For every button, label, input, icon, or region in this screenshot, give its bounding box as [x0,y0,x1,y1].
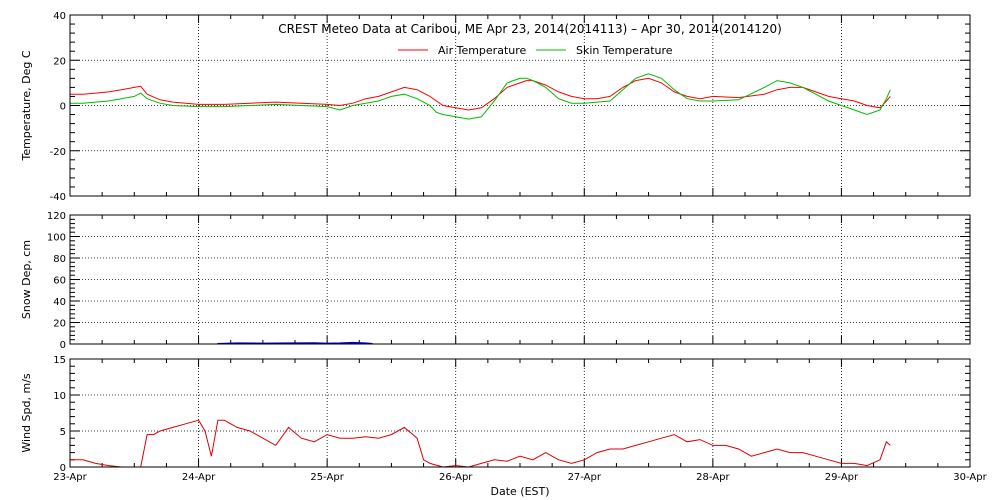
y-axis-title: Temperature, Deg C [20,50,33,161]
y-tick-label: 20 [53,56,66,67]
plot-frame [69,358,971,468]
y-tick-label: 40 [53,11,66,22]
y-tick-label: 15 [53,355,66,366]
y-tick-label: 0 [60,463,66,474]
y-tick-label: 0 [60,340,66,351]
panel-wind-speed: 0 5 10 15 Wind Spd, m/s 23-Apr 24-Apr 25-Apr 26-… [20,355,988,498]
y-tick-label: -40 [50,192,66,203]
series-line-air-temperature [70,77,891,111]
y-tick-label: 60 [53,276,66,287]
y-tick-label: 100 [47,233,66,244]
y-tick-label: 120 [47,211,66,222]
series-line-wind-speed [70,419,891,468]
plot-frame [69,14,971,197]
plot-frame [69,214,971,345]
panel-temperature: -40 -20 0 20 40 Temperature, Deg C CREST Meteo… [20,11,971,203]
legend-entry: Skin Temperature [576,44,673,57]
x-axis-title: Date (EST) [490,485,549,498]
x-tick-label: 24-Apr [182,472,216,483]
x-tick-label: 28-Apr [696,472,730,483]
x-tick-label: 30-Apr [953,472,987,483]
x-tick-label: 26-Apr [439,472,473,483]
series-line-skin-temperature [70,73,891,120]
y-tick-label: -20 [50,147,66,158]
panel-snow-depth: 0 20 40 60 80 100 120 Snow Dep, cm [20,211,971,351]
x-tick-label: 25-Apr [310,472,344,483]
x-tick-label: 29-Apr [825,472,859,483]
x-tick-label: 23-Apr [53,472,87,483]
legend-entry: Air Temperature [438,44,527,57]
y-tick-label: 5 [60,427,66,438]
x-tick-label: 27-Apr [568,472,602,483]
legend: Air Temperature Skin Temperature [398,44,673,57]
y-tick-label: 80 [53,254,66,265]
y-axis-title: Wind Spd, m/s [20,373,33,453]
y-tick-label: 0 [60,102,66,113]
chart-title: CREST Meteo Data at Caribou, ME Apr 23, … [278,22,782,36]
y-axis-title: Snow Dep, cm [20,240,33,319]
y-tick-label: 10 [53,391,66,402]
y-tick-label: 40 [53,297,66,308]
y-tick-label: 20 [53,319,66,330]
